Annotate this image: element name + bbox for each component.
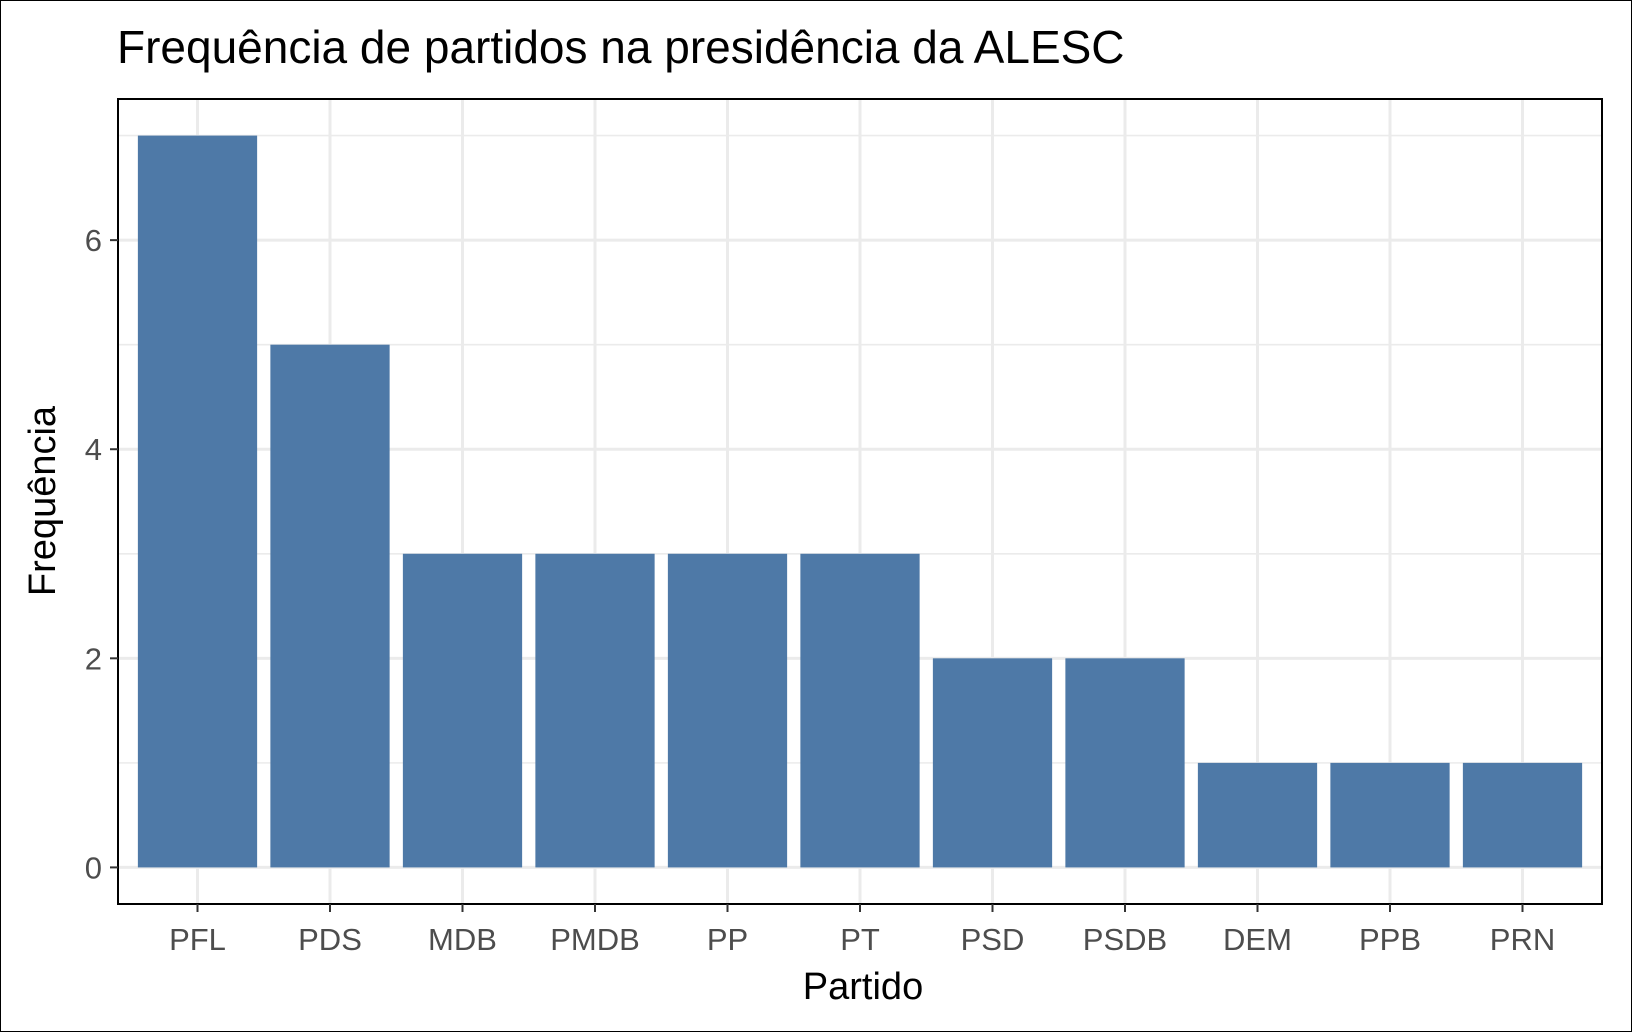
x-tick-label: PFL <box>169 922 226 957</box>
x-tick-label: PSD <box>961 922 1025 957</box>
x-tick-label: PDS <box>298 922 362 957</box>
axes: 0 2 4 6 PFL PDS MDB PMDB PP PT PSD PSDB DEM PPB PRN <box>85 223 1555 957</box>
bar-pp <box>667 553 788 868</box>
y-tick-label: 4 <box>85 432 102 467</box>
x-tick-label: PT <box>840 922 880 957</box>
bars <box>137 135 1583 868</box>
x-tick-label: PPB <box>1359 922 1421 957</box>
bar-mdb <box>402 553 523 868</box>
bar-pmdb <box>535 553 655 868</box>
bar-dem <box>1197 762 1318 868</box>
chart-title: Frequência de partidos na presidência da… <box>117 21 1125 73</box>
y-tick-label: 2 <box>85 641 102 676</box>
x-tick-label: PP <box>707 922 748 957</box>
bar-pfl <box>137 135 258 868</box>
x-axis-title: Partido <box>803 966 923 1008</box>
x-tick-label: MDB <box>428 922 497 957</box>
y-tick-label: 0 <box>85 850 102 885</box>
x-tick-label: PSDB <box>1083 922 1167 957</box>
bar-psd <box>932 658 1053 868</box>
bar-pt <box>800 553 920 868</box>
x-tick-label: PRN <box>1490 922 1555 957</box>
y-axis-title: Frequência <box>22 405 64 596</box>
bar-psdb <box>1065 658 1185 868</box>
plot-area <box>117 98 1603 905</box>
x-tick-label: DEM <box>1223 922 1292 957</box>
y-tick-label: 6 <box>85 223 102 258</box>
bar-prn <box>1462 762 1583 868</box>
bar-ppb <box>1330 762 1450 868</box>
x-tick-label: PMDB <box>550 922 640 957</box>
bar-pds <box>270 344 390 868</box>
